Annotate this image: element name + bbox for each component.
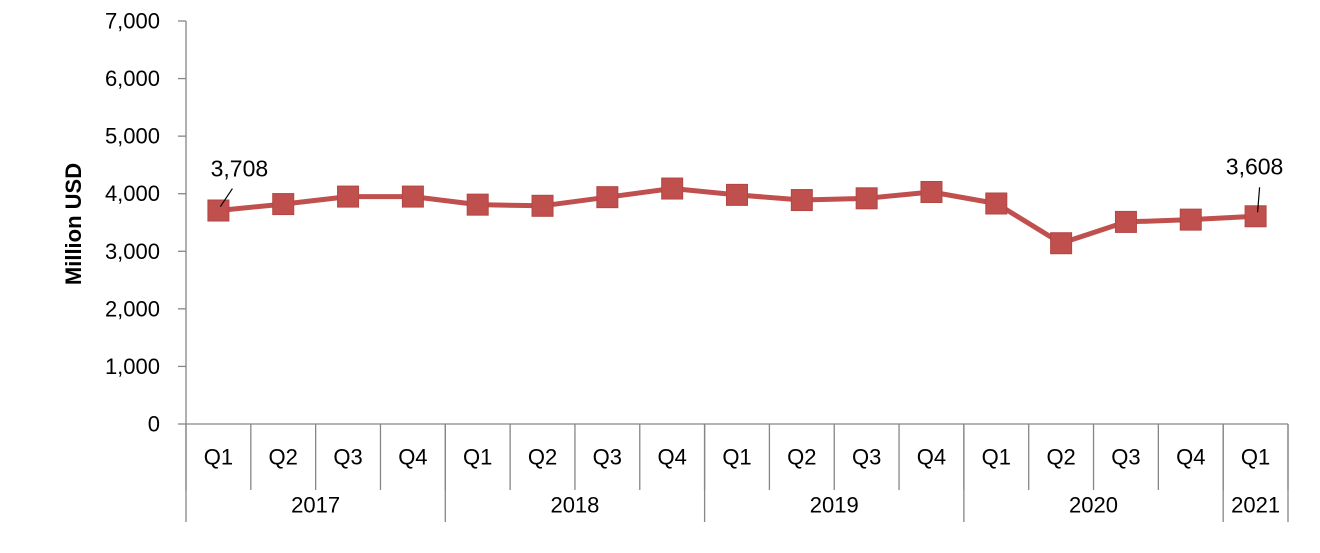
y-tick-label: 3,000 [105,239,160,264]
data-point-marker [790,189,813,212]
x-tick-label: Q1 [1241,445,1270,470]
y-tick-label: 6,000 [105,66,160,91]
y-tick-label: 0 [148,412,160,437]
x-tick-label: Q2 [528,445,557,470]
x-tick-label: Q2 [269,445,298,470]
annotations: 3,708 3,608 [211,153,1284,213]
series-group [207,177,1267,255]
x-tick-label: Q1 [204,445,233,470]
data-point-marker [661,177,684,200]
data-point-marker [855,187,878,210]
x-group-label: 2018 [550,493,599,518]
x-tick-label: Q3 [593,445,622,470]
data-point-marker [1244,205,1267,228]
x-tick-label: Q3 [852,445,881,470]
data-point-marker [531,194,554,217]
y-tick-label: 2,000 [105,296,160,321]
data-point-marker [1114,210,1137,233]
x-tick-label: Q4 [657,445,686,470]
x-tick-label: Q2 [1046,445,1075,470]
x-tick-label: Q4 [917,445,946,470]
axes [178,20,1289,522]
y-tick-labels: 0 1,000 2,000 3,000 4,000 5,000 6,000 7,000 [105,9,160,437]
data-label: 3,608 [1226,153,1284,179]
y-tick-label: 1,000 [105,354,160,379]
x-group-label: 2021 [1231,493,1280,518]
data-point-marker [596,186,619,209]
data-point-marker [1050,232,1073,255]
y-tick-label: 7,000 [105,9,160,34]
data-point-marker [272,193,295,216]
x-group-label: 2020 [1069,493,1118,518]
data-point-marker [726,183,748,206]
x-category-labels: Q1 Q2 Q3 Q4 Q1 Q2 Q3 Q4 Q1 Q2 Q3 Q4 Q1 Q2 Q3 Q4 Q1 2017 20… [204,445,1280,518]
data-point-marker [337,185,360,208]
x-group-label: 2017 [291,493,340,518]
x-tick-label: Q3 [333,445,362,470]
data-label-leader [219,188,233,207]
x-tick-label: Q2 [787,445,816,470]
x-tick-label: Q3 [1111,445,1140,470]
y-axis-label: Million USD [61,163,86,285]
data-label-leader [1256,187,1261,213]
data-point-marker [985,192,1008,215]
data-point-marker [466,193,489,216]
x-tick-label: Q1 [722,445,751,470]
data-point-marker [920,180,943,203]
x-tick-label: Q1 [463,445,492,470]
data-point-marker [1179,208,1202,231]
x-group-label: 2019 [810,493,859,518]
x-tick-label: Q4 [398,445,427,470]
data-point-marker [401,185,424,208]
x-tick-label: Q1 [982,445,1011,470]
data-point-marker [207,199,230,222]
y-tick-label: 4,000 [105,181,160,206]
data-label: 3,708 [211,156,269,182]
x-tick-label: Q4 [1176,445,1205,470]
y-tick-label: 5,000 [105,124,160,149]
